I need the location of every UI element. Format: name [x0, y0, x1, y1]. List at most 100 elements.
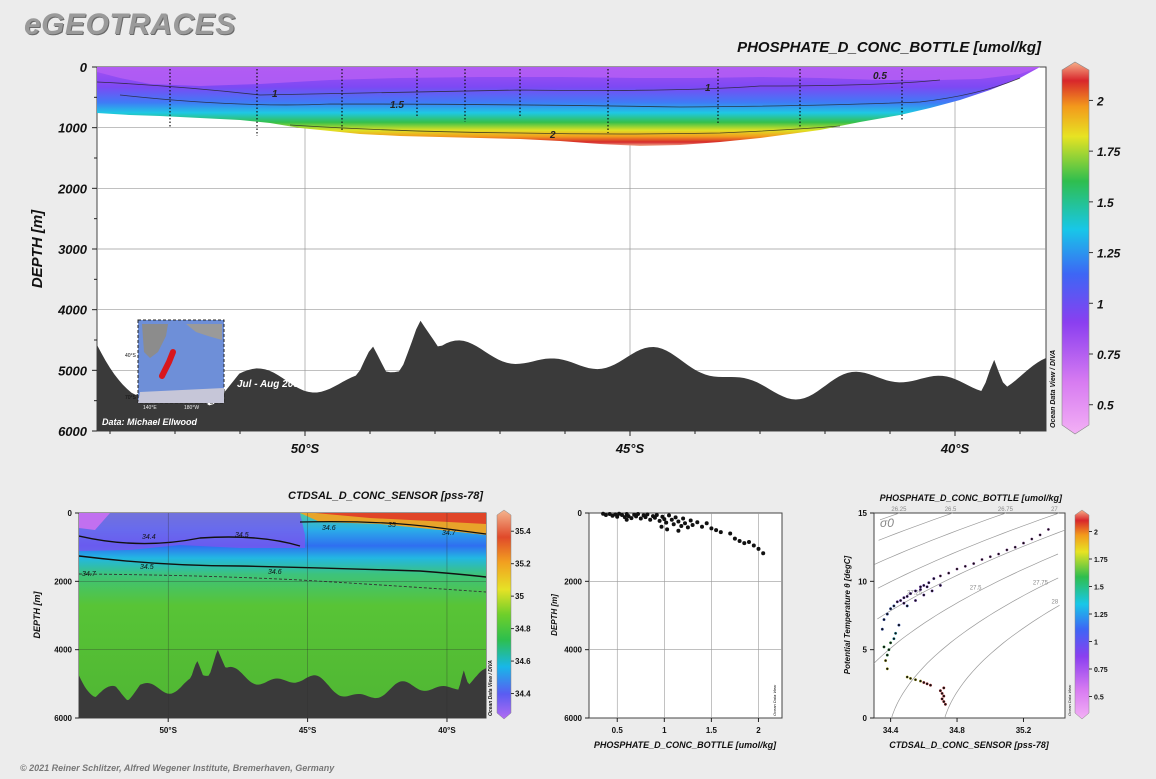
high-salinity-zone	[79, 513, 110, 530]
data-point	[909, 592, 912, 596]
cruise-name: GIPY01	[235, 346, 298, 366]
data-point	[615, 514, 620, 519]
data-point	[880, 627, 884, 631]
data-point	[942, 686, 946, 690]
isopycnal-line	[878, 512, 953, 541]
isopycnal-line	[874, 512, 1007, 565]
salinity-section-plot: 34.4 34.5 34.5 34.6 34.6 34.7 35 34.7 CT…	[32, 490, 531, 735]
main-x-axis: 50°S 45°S 40°S	[109, 431, 1021, 456]
data-point	[892, 604, 896, 608]
data-point	[882, 618, 886, 622]
x-tick-label: 1	[662, 726, 667, 735]
profile-points	[601, 511, 766, 556]
data-point	[894, 631, 898, 635]
data-point	[938, 689, 942, 693]
egeotraces-logo: eGEOTRACES	[24, 8, 236, 41]
data-point	[709, 526, 714, 531]
data-point	[972, 562, 976, 566]
odv-watermark: Ocean Data View	[1067, 684, 1072, 716]
colorbar-tick-label: 1.5	[1097, 196, 1114, 210]
ts-colorbar: 0.5 0.75 1 1.25 1.5 1.75 2 Ocean Data View	[1067, 509, 1108, 720]
data-point	[654, 513, 659, 517]
ts-x-axis-label: CTDSAL_D_CONC_SENSOR [pss-78]	[889, 740, 1050, 750]
x-tick-label: 2	[756, 726, 761, 735]
data-point	[659, 524, 664, 529]
salinity-colorbar: 34.4 34.6 34.8 35 35.2 35.4 Ocean Data View /…	[488, 509, 531, 720]
data-point	[922, 681, 926, 684]
data-point	[700, 524, 704, 529]
data-point	[1013, 545, 1017, 549]
data-point	[683, 521, 687, 526]
colorbar-tick-label: 0.75	[1094, 667, 1108, 674]
x-tick-label: 34.8	[949, 726, 965, 735]
contour-line	[79, 555, 486, 578]
data-point	[938, 574, 942, 578]
y-tick-label: 0	[80, 60, 88, 75]
data-point	[657, 518, 662, 523]
data-point	[930, 589, 934, 593]
data-point	[927, 581, 931, 585]
ts-chart-title: PHOSPHATE_D_CONC_BOTTLE [umol/kg]	[880, 493, 1063, 503]
isopycnal-label: 27.5	[970, 586, 982, 592]
data-point	[645, 512, 650, 517]
sigma-symbol: σ0	[880, 516, 894, 530]
main-section-plot: 0.5 1 1 1.5 2 PHOSPHATE_D_CONC_BOTTLE [u…	[29, 39, 1121, 456]
x-tick-label: 40°S	[438, 726, 456, 735]
data-point	[932, 577, 936, 581]
colorbar-gradient	[496, 509, 512, 720]
data-point	[905, 604, 909, 608]
ts-x-axis: 34.4 34.8 35.2	[883, 718, 1032, 735]
data-point	[882, 645, 886, 649]
data-point	[673, 515, 678, 520]
salinity-y-axis-label: DEPTH [m]	[32, 590, 42, 638]
profile-x-axis: 0.5 1 1.5 2	[612, 718, 761, 735]
data-point	[638, 516, 643, 521]
colorbar-tick-label: 1.25	[1094, 612, 1108, 619]
cruise-dates: Jul - Aug 2006	[237, 379, 305, 390]
contour-line	[299, 521, 486, 535]
contour-label: 34.4	[142, 534, 156, 541]
contour-label: 1	[272, 89, 278, 100]
contour-line	[119, 77, 1021, 108]
contour-label: 34.6	[268, 569, 282, 576]
data-point	[955, 567, 959, 571]
y-tick-label: 10	[858, 577, 867, 586]
data-point	[1022, 541, 1025, 545]
data-point	[909, 676, 912, 680]
x-tick-label: 50°S	[291, 441, 320, 456]
x-tick-label: 1.5	[706, 726, 718, 735]
isopycnal-label: 26.25	[891, 507, 907, 513]
data-point	[919, 585, 922, 589]
isopycnal-line	[877, 529, 1066, 620]
data-point	[895, 600, 899, 604]
data-point	[603, 513, 608, 517]
data-point	[714, 528, 719, 533]
contour-line	[79, 573, 486, 593]
colorbar-tick-label: 1	[1094, 640, 1098, 647]
x-tick-label: 34.4	[883, 726, 899, 735]
data-point	[626, 514, 631, 519]
data-point	[914, 678, 917, 682]
data-point	[902, 596, 906, 600]
data-point	[747, 540, 751, 544]
profile-y-axis: 0 2000 4000 6000	[564, 509, 589, 723]
colorbar-gradient	[1061, 61, 1090, 435]
isopycnal-lines: 26.25 26.5 26.75 27 27.25 27.5 27.75 28	[873, 507, 1066, 719]
map-landmass	[186, 324, 222, 340]
y-tick-label: 0	[68, 509, 73, 518]
map-longitude-label: 180°W	[184, 405, 199, 411]
colorbar-tick-label: 35.2	[515, 560, 531, 569]
data-point	[899, 599, 903, 602]
y-tick-label: 2000	[57, 181, 88, 196]
data-point	[885, 653, 889, 657]
data-point	[629, 516, 634, 521]
contour-label: 35	[388, 522, 396, 529]
data-point	[669, 517, 674, 522]
data-point	[947, 571, 951, 575]
data-point	[679, 524, 684, 528]
contour-label: 2	[549, 130, 556, 141]
isopycnal-line	[879, 512, 900, 521]
data-point	[690, 523, 695, 527]
colorbar-ticks: 0.5 0.75 1 1.25 1.5 1.75 2	[1089, 530, 1108, 702]
data-point	[988, 555, 992, 559]
